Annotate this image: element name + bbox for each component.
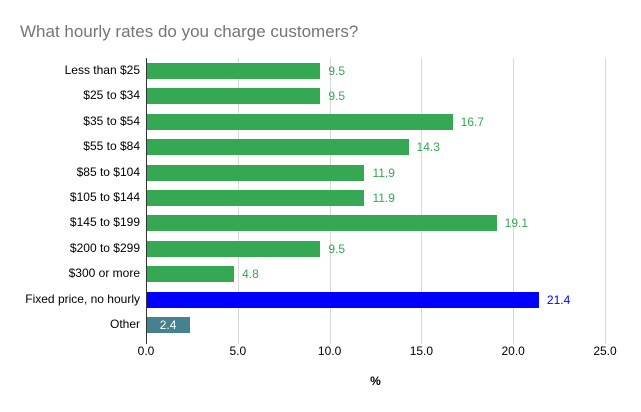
- bar-row: $35 to $54 16.7: [0, 109, 641, 134]
- x-tick-label: 10.0: [317, 344, 342, 358]
- category-label: $105 to $144: [69, 189, 140, 204]
- bar: [146, 88, 321, 105]
- bar-row: $105 to $144 11.9: [0, 185, 641, 210]
- bar: 2.4: [146, 317, 191, 334]
- bar-row: $200 to $299 9.5: [0, 236, 641, 261]
- bar-row: $85 to $104 11.9: [0, 160, 641, 185]
- bar: [146, 113, 453, 130]
- value-label: 14.3: [416, 140, 440, 155]
- bar-row: $25 to $34 9.5: [0, 83, 641, 108]
- value-label: 16.7: [460, 114, 484, 129]
- bar: [146, 189, 365, 206]
- category-label: $85 to $104: [76, 164, 140, 179]
- category-label: Other: [109, 317, 140, 332]
- x-tick-label: 5.0: [229, 344, 247, 358]
- gridline: [421, 58, 423, 344]
- y-axis-line: [146, 58, 147, 344]
- category-label: $300 or more: [68, 266, 140, 281]
- bar-row: $300 or more 4.8: [0, 262, 641, 287]
- category-label: $25 to $34: [83, 88, 140, 103]
- value-label: 4.8: [242, 267, 259, 282]
- value-label: 11.9: [372, 190, 395, 205]
- bar: [146, 164, 365, 181]
- value-label: 21.4: [546, 292, 571, 307]
- x-tick-label: 0.0: [137, 344, 155, 358]
- category-label: $200 to $299: [69, 240, 140, 255]
- value-label: 9.5: [328, 241, 346, 256]
- gridline: [605, 58, 606, 344]
- bar: [146, 139, 409, 156]
- x-axis-tick-labels: 0.0 5.0 10.0 15.0 20.0 25.0: [0, 344, 641, 360]
- bar: [146, 266, 235, 283]
- bar-row: Fixed price, no hourly 21.4: [0, 287, 641, 312]
- value-label: 9.5: [328, 89, 346, 104]
- plot-area: Less than $25 9.5 $25 to $34 9.5 $35 to $54 1…: [0, 58, 641, 350]
- chart-title: What hourly rates do you charge customer…: [20, 22, 359, 41]
- category-label: $145 to $199: [69, 215, 140, 230]
- value-label: 2.4: [159, 318, 177, 333]
- category-label: $55 to $84: [83, 139, 140, 154]
- category-label: $35 to $54: [83, 113, 140, 128]
- bar: [146, 215, 497, 232]
- gridline: [513, 58, 515, 344]
- bar-row: Other 2.4: [0, 313, 641, 338]
- bar: [146, 240, 321, 257]
- x-tick-label: 15.0: [409, 344, 434, 358]
- bar-row: $55 to $84 14.3: [0, 134, 641, 159]
- value-label: 19.1: [504, 216, 529, 231]
- bar-rows: Less than $25 9.5 $25 to $34 9.5 $35 to $54 1…: [0, 58, 641, 338]
- x-axis-title: %: [370, 374, 381, 388]
- bar: [146, 291, 539, 308]
- bar-row: $145 to $199 19.1: [0, 211, 641, 236]
- value-label: 11.9: [372, 165, 395, 180]
- bar-row: Less than $25 9.5: [0, 58, 641, 83]
- x-tick-label: 20.0: [501, 344, 525, 358]
- category-label: Less than $25: [64, 62, 140, 77]
- category-label: Fixed price, no hourly: [25, 291, 140, 306]
- value-label: 9.5: [328, 63, 346, 78]
- x-tick-label: 25.0: [593, 344, 617, 358]
- bar: [146, 62, 321, 79]
